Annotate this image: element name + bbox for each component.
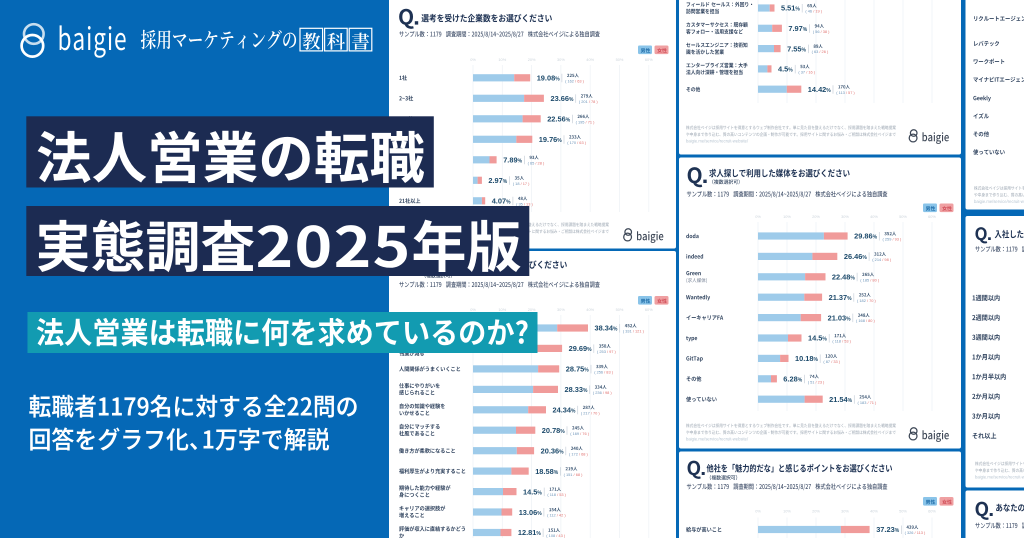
svg-text:( 51 / 23 ): ( 51 / 23 ) (808, 379, 825, 384)
svg-text:0%: 0% (470, 307, 476, 312)
svg-text:( 170 / 63 ): ( 170 / 63 ) (567, 140, 587, 145)
svg-text:7.89%: 7.89% (503, 156, 522, 165)
svg-text:( 151 / 68 ): ( 151 / 68 ) (564, 472, 584, 477)
svg-text:60%: 60% (645, 307, 653, 312)
svg-text:20%: 20% (812, 509, 820, 514)
svg-text:29.69%: 29.69% (569, 344, 593, 353)
svg-text:40%: 40% (586, 307, 594, 312)
svg-text:6.28%: 6.28% (783, 375, 802, 384)
svg-text:10%: 10% (498, 307, 506, 312)
svg-text:2.97%: 2.97% (488, 176, 507, 185)
svg-text:( 182 / 70 ): ( 182 / 70 ) (857, 298, 877, 303)
svg-text:4.07%: 4.07% (492, 197, 511, 206)
svg-text:40%: 40% (870, 509, 878, 514)
svg-text:50%: 50% (899, 509, 907, 514)
svg-text:50%: 50% (899, 214, 907, 219)
svg-text:30%: 30% (841, 509, 849, 514)
svg-text:( 185 / 80 ): ( 185 / 80 ) (860, 277, 880, 282)
svg-text:40%: 40% (586, 57, 594, 62)
svg-text:29.86%: 29.86% (854, 232, 878, 241)
svg-text:30%: 30% (557, 57, 565, 62)
svg-text:22.48%: 22.48% (832, 273, 856, 282)
svg-text:20%: 20% (528, 307, 536, 312)
svg-text:21.37%: 21.37% (829, 293, 853, 302)
svg-text:10%: 10% (783, 214, 791, 219)
svg-text:26.46%: 26.46% (844, 252, 868, 261)
svg-text:10%: 10% (498, 57, 506, 62)
svg-text:( 217 / 70 ): ( 217 / 70 ) (581, 410, 601, 415)
svg-text:13.06%: 13.06% (519, 508, 543, 517)
svg-text:( 56 / 38 ): ( 56 / 38 ) (813, 29, 830, 34)
svg-text:0%: 0% (470, 57, 476, 62)
svg-text:14.42%: 14.42% (808, 85, 832, 94)
svg-text:( 112 / 42 ): ( 112 / 42 ) (547, 513, 566, 518)
svg-text:4.5%: 4.5% (778, 65, 793, 74)
svg-text:20.78%: 20.78% (542, 426, 566, 435)
svg-text:20%: 20% (528, 57, 536, 62)
svg-text:37.23%: 37.23% (876, 525, 900, 534)
svg-text:( 118 / 53 ): ( 118 / 53 ) (832, 339, 851, 344)
svg-text:10.18%: 10.18% (795, 354, 819, 363)
svg-text:38.34%: 38.34% (595, 324, 619, 333)
svg-text:21.54%: 21.54% (829, 395, 853, 404)
svg-text:( 37 / 16 ): ( 37 / 16 ) (798, 70, 815, 75)
svg-text:14.5%: 14.5% (523, 487, 542, 496)
svg-text:( 63 / 26 ): ( 63 / 26 ) (812, 49, 829, 54)
svg-text:7.55%: 7.55% (787, 44, 806, 53)
svg-text:( 162 / 63 ): ( 162 / 63 ) (565, 78, 585, 83)
svg-text:( 18 / 17 ): ( 18 / 17 ) (513, 181, 530, 186)
svg-text:( 331 / 121 ): ( 331 / 121 ) (623, 329, 645, 334)
svg-text:28.75%: 28.75% (566, 365, 590, 374)
svg-text:( 35 / 13 ): ( 35 / 13 ) (516, 201, 533, 206)
svg-text:( 256 / 83 ): ( 256 / 83 ) (594, 370, 614, 375)
svg-text:20%: 20% (812, 214, 820, 219)
svg-text:( 118 / 53 ): ( 118 / 53 ) (547, 492, 566, 497)
svg-text:30%: 30% (557, 307, 565, 312)
svg-text:( 65 / 28 ): ( 65 / 28 ) (528, 160, 545, 165)
svg-text:( 172 / 68 ): ( 172 / 68 ) (569, 451, 589, 456)
svg-text:14.5%: 14.5% (808, 334, 827, 343)
svg-text:21.03%: 21.03% (828, 313, 852, 322)
svg-text:( 259 / 93 ): ( 259 / 93 ) (883, 237, 903, 242)
svg-text:60%: 60% (928, 214, 936, 219)
svg-text:19.76%: 19.76% (539, 135, 563, 144)
svg-text:( 195 / 71 ): ( 195 / 71 ) (576, 119, 596, 124)
svg-text:7.97%: 7.97% (788, 24, 807, 33)
svg-text:28.33%: 28.33% (565, 385, 589, 394)
svg-text:50%: 50% (616, 57, 624, 62)
svg-text:24.34%: 24.34% (553, 406, 577, 415)
svg-text:( 201 / 78 ): ( 201 / 78 ) (579, 99, 599, 104)
svg-text:60%: 60% (645, 57, 653, 62)
svg-text:23.66%: 23.66% (551, 94, 575, 103)
svg-text:( 183 / 71 ): ( 183 / 71 ) (858, 400, 878, 405)
svg-text:5.51%: 5.51% (781, 4, 800, 13)
svg-text:( 326 / 113 ): ( 326 / 113 ) (905, 530, 926, 535)
svg-text:( 46 / 19 ): ( 46 / 19 ) (805, 9, 822, 14)
svg-text:10%: 10% (783, 509, 791, 514)
svg-text:( 169 / 76 ): ( 169 / 76 ) (570, 431, 590, 436)
svg-text:( 253 / 97 ): ( 253 / 97 ) (597, 349, 617, 354)
svg-text:( 108 / 43 ): ( 108 / 43 ) (546, 533, 566, 538)
svg-text:( 236 / 98 ): ( 236 / 98 ) (593, 390, 613, 395)
svg-text:( 113 / 57 ): ( 113 / 57 ) (836, 90, 855, 95)
svg-text:( 87 / 33 ): ( 87 / 33 ) (823, 359, 840, 364)
svg-text:( 214 / 98 ): ( 214 / 98 ) (872, 257, 892, 262)
svg-text:12.81%: 12.81% (518, 528, 542, 537)
svg-text:50%: 50% (616, 307, 624, 312)
svg-text:0%: 0% (755, 509, 761, 514)
svg-text:30%: 30% (841, 214, 849, 219)
svg-text:22.56%: 22.56% (547, 115, 571, 124)
svg-text:19.08%: 19.08% (537, 74, 561, 83)
svg-text:40%: 40% (870, 214, 878, 219)
svg-text:18.58%: 18.58% (535, 467, 559, 476)
svg-text:20.36%: 20.36% (541, 446, 565, 455)
svg-text:60%: 60% (928, 509, 936, 514)
svg-text:( 168 / 80 ): ( 168 / 80 ) (856, 318, 876, 323)
svg-text:0%: 0% (755, 214, 761, 219)
